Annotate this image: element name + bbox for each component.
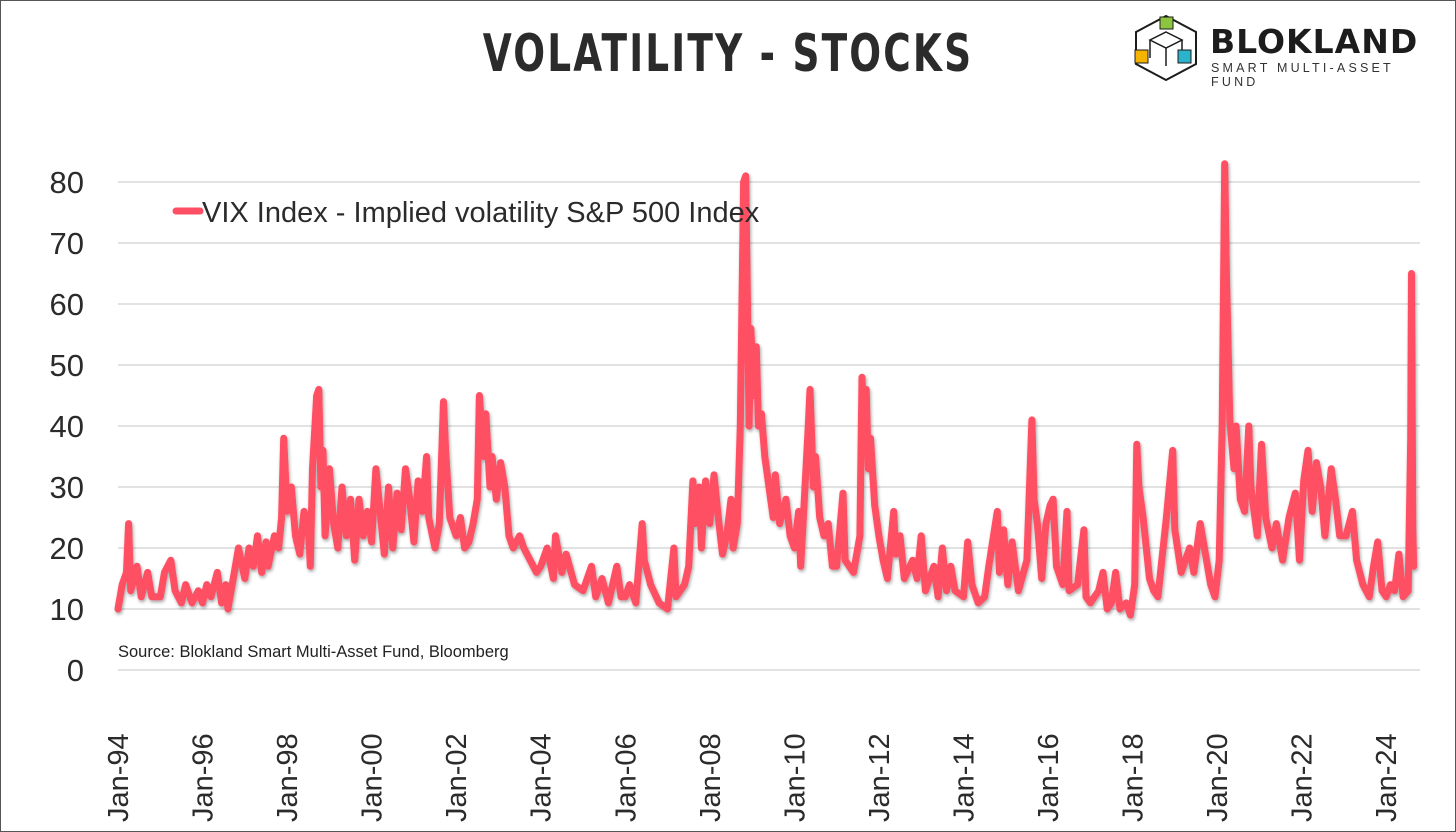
y-tick-label: 60 — [50, 287, 84, 322]
legend: VIX Index - Implied volatility S&P 500 I… — [172, 197, 760, 229]
y-tick-label: 0 — [67, 653, 84, 688]
x-tick-label: Jan-08 — [695, 733, 727, 822]
x-tick-label: Jan-10 — [779, 733, 811, 822]
x-tick-label: Jan-16 — [1033, 733, 1065, 822]
x-tick-label: Jan-12 — [864, 733, 896, 822]
vix-series-line — [114, 160, 1418, 619]
logo-tagline: SMART MULTI-ASSET FUND — [1211, 61, 1394, 89]
x-axis-ticks: Jan-94 Jan-96 Jan-98 Jan-00 Jan-02 Jan-04 Jan-… — [103, 733, 1403, 822]
y-tick-label: 80 — [50, 165, 84, 200]
y-tick-label: 70 — [50, 226, 84, 261]
x-tick-label: Jan-94 — [103, 733, 135, 822]
x-tick-label: Jan-98 — [272, 733, 304, 822]
y-tick-label: 20 — [50, 531, 84, 566]
y-tick-label: 40 — [50, 409, 84, 444]
x-tick-label: Jan-22 — [1287, 733, 1319, 822]
cube-logo-icon — [1134, 14, 1197, 82]
x-tick-label: Jan-04 — [526, 733, 558, 822]
logo-brand: BLOKLAND — [1210, 22, 1419, 61]
legend-label: VIX Index - Implied volatility S&P 500 I… — [202, 197, 760, 229]
y-tick-label: 50 — [50, 348, 84, 383]
x-tick-label: Jan-20 — [1202, 733, 1234, 822]
x-tick-label: Jan-96 — [188, 733, 220, 822]
y-axis-ticks: 0 10 20 30 40 50 60 70 80 — [50, 165, 84, 688]
blokland-logo: BLOKLAND SMART MULTI-ASSET FUND — [1130, 12, 1440, 89]
x-tick-label: Jan-24 — [1371, 733, 1403, 822]
x-tick-label: Jan-18 — [1118, 733, 1150, 822]
chart-title: VOLATILITY - STOCKS — [482, 24, 974, 84]
gridlines — [118, 181, 1420, 671]
y-tick-label: 10 — [50, 592, 84, 627]
source-note: Source: Blokland Smart Multi-Asset Fund,… — [118, 643, 509, 661]
x-tick-label: Jan-00 — [357, 733, 389, 822]
y-tick-label: 30 — [50, 470, 84, 505]
x-tick-label: Jan-02 — [441, 733, 473, 822]
x-tick-label: Jan-06 — [610, 733, 642, 822]
x-tick-label: Jan-14 — [948, 733, 980, 822]
